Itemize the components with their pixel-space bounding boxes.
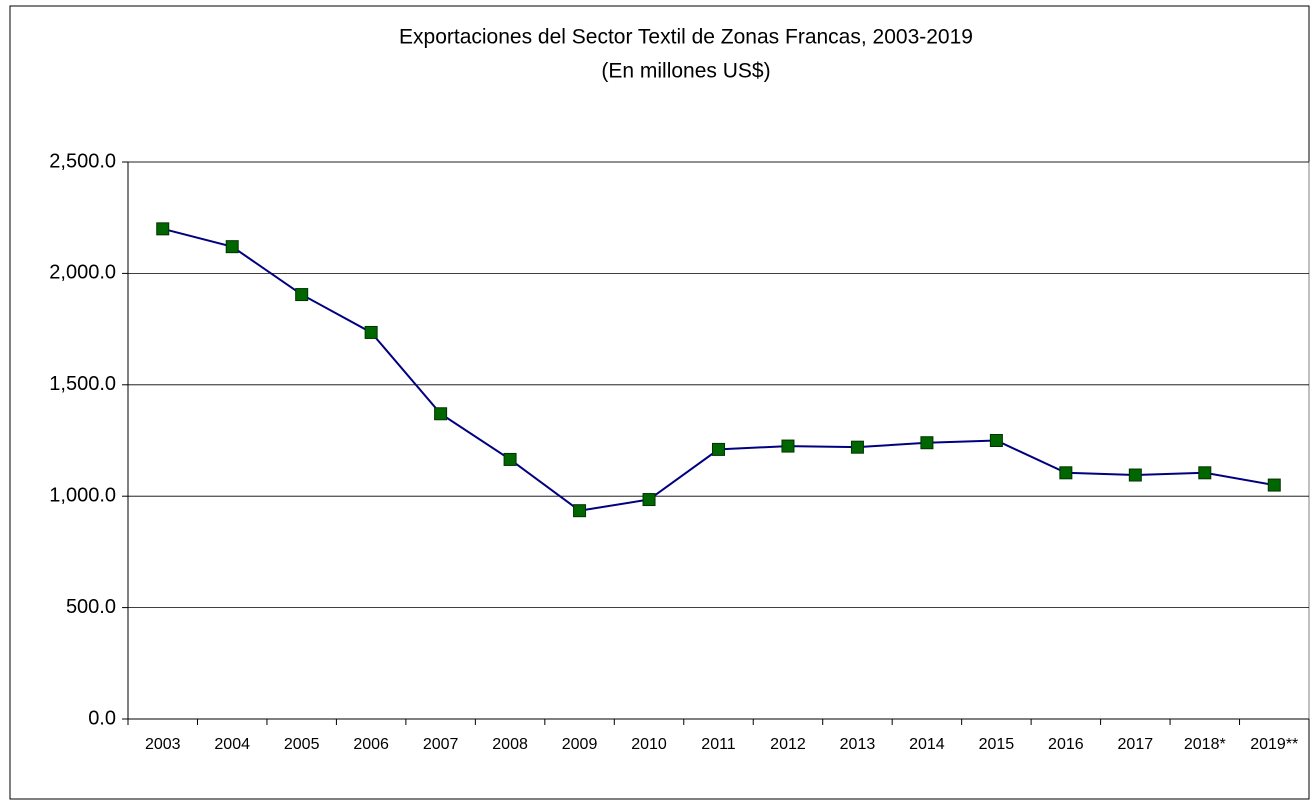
x-tick-label: 2005 <box>284 736 320 753</box>
x-tick-label: 2015 <box>979 736 1015 753</box>
x-tick-label: 2012 <box>770 736 806 753</box>
marker <box>1267 478 1281 492</box>
marker <box>850 440 864 454</box>
y-tick-label: 500.0 <box>66 596 116 618</box>
marker <box>434 407 448 421</box>
x-tick-label: 2016 <box>1048 736 1084 753</box>
x-tick-label: 2018* <box>1184 736 1226 753</box>
chart-subtitle: (En millones US$) <box>601 60 770 83</box>
y-tick-label: 2,500.0 <box>49 150 116 172</box>
marker <box>642 493 656 507</box>
x-tick-label: 2007 <box>423 736 459 753</box>
marker <box>225 240 239 254</box>
marker <box>781 439 795 453</box>
chart-title: Exportaciones del Sector Textil de Zonas… <box>399 26 973 49</box>
marker <box>1198 466 1212 480</box>
x-tick-label: 2011 <box>701 736 736 753</box>
y-tick-label: 2,000.0 <box>49 262 116 284</box>
x-tick-label: 2008 <box>492 736 528 753</box>
marker <box>156 222 170 236</box>
x-tick-label: 2014 <box>909 736 945 753</box>
marker <box>1059 466 1073 480</box>
chart-frame <box>9 5 1310 800</box>
x-tick-label: 2017 <box>1118 736 1154 753</box>
marker <box>712 442 725 456</box>
marker <box>920 436 934 450</box>
x-tick-label: 2013 <box>840 736 876 753</box>
x-tick-label: 2006 <box>353 736 389 753</box>
x-tick-label: 2019** <box>1250 736 1298 753</box>
y-tick-label: 0.0 <box>88 707 116 729</box>
x-tick-label: 2003 <box>145 736 181 753</box>
x-tick-label: 2010 <box>631 736 667 753</box>
marker <box>295 288 309 302</box>
x-tick-label: 2004 <box>214 736 250 753</box>
marker <box>1128 468 1142 482</box>
marker <box>364 325 378 339</box>
marker <box>573 504 587 518</box>
marker <box>503 452 517 466</box>
series-line <box>162 227 1275 512</box>
x-tick-label: 2009 <box>562 736 598 753</box>
y-tick-label: 1,500.0 <box>49 373 116 395</box>
marker <box>989 434 1003 447</box>
y-tick-label: 1,000.0 <box>49 484 116 506</box>
plot-area <box>127 161 1310 720</box>
